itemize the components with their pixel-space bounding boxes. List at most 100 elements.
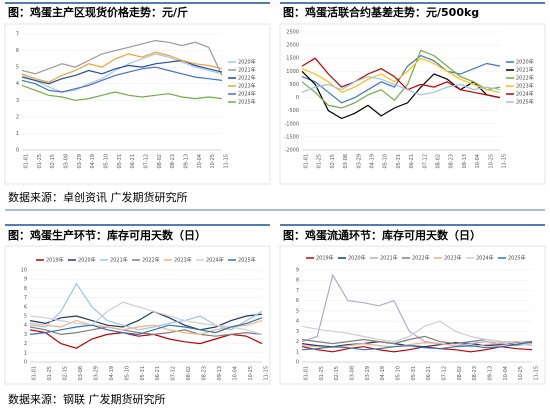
x-tick-label: 09-13 <box>488 366 494 381</box>
y-tick-label: 5 <box>296 308 299 314</box>
legend-label: 2019年 <box>46 257 64 264</box>
x-tick-label: 05-10 <box>383 154 389 169</box>
x-tick-label: 04-19 <box>109 366 115 381</box>
y-tick-label: 4 <box>296 319 299 325</box>
series-line <box>301 49 501 109</box>
x-tick-label: 07-12 <box>442 366 448 381</box>
y-tick-label: 1000 <box>286 69 299 75</box>
series-line <box>29 282 263 331</box>
x-tick-label: 05-31 <box>117 154 123 169</box>
series-line <box>21 53 223 93</box>
legend-label: 2024年 <box>238 91 256 98</box>
x-tick-label: 11-15 <box>224 154 230 169</box>
x-tick-label: 08-23 <box>472 366 478 381</box>
legend-label: 2024年 <box>516 91 534 98</box>
legend-label: 2025年 <box>508 255 526 262</box>
legend-label: 2021年 <box>380 255 398 262</box>
x-tick-label: 09-13 <box>184 154 190 169</box>
panel <box>4 245 271 385</box>
y-tick-label: 4 <box>16 81 19 87</box>
series-line <box>29 317 263 336</box>
series-line <box>301 75 501 96</box>
x-tick-label: 10-25 <box>210 154 216 169</box>
y-tick-label: 6 <box>296 298 299 304</box>
x-tick-label: 03-29 <box>356 154 362 169</box>
series-line <box>21 59 223 85</box>
panel <box>279 245 546 385</box>
x-tick-label: 01-01 <box>24 154 30 169</box>
x-tick-label: 10-04 <box>503 366 509 381</box>
x-tick-label: 05-10 <box>124 366 130 381</box>
series-line <box>21 66 223 93</box>
y-tick-label: 3 <box>16 98 19 104</box>
x-tick-label: 01-25 <box>319 366 325 381</box>
x-tick-label: 04-19 <box>370 154 376 169</box>
y-tick-label: 5 <box>16 65 19 71</box>
x-tick-label: 06-21 <box>130 154 136 169</box>
y-tick-label: 8 <box>296 278 299 284</box>
x-tick-label: 01-25 <box>37 154 43 169</box>
y-tick-label: -1500 <box>284 134 299 140</box>
y-tick-label: 1500 <box>286 56 299 62</box>
y-tick-label: 5 <box>24 314 27 320</box>
series-line <box>21 39 223 76</box>
x-tick-label: 01-01 <box>304 366 310 381</box>
x-tick-label: 07-12 <box>171 366 177 381</box>
series-line <box>21 51 223 83</box>
y-tick-label: 0 <box>16 148 19 154</box>
x-tick-label: 11-15 <box>502 154 508 169</box>
x-tick-label: 03-29 <box>77 154 83 169</box>
y-tick-label: 6 <box>24 304 27 310</box>
y-tick-label: -1000 <box>284 121 299 127</box>
y-tick-label: 3 <box>296 329 299 335</box>
legend-label: 2021年 <box>110 257 128 264</box>
series-line <box>29 319 263 336</box>
y-tick-label: 4 <box>24 323 27 329</box>
y-tick-label: 2 <box>24 341 27 347</box>
y-tick-label: 7 <box>16 32 19 38</box>
y-tick-label: 500 <box>289 82 299 88</box>
y-tick-label: 0 <box>296 95 299 101</box>
y-tick-label: 6 <box>16 48 19 54</box>
legend-label: 2025年 <box>238 99 256 106</box>
legend-label: 2020年 <box>348 255 366 262</box>
x-tick-label: 03-08 <box>350 366 356 381</box>
x-tick-label: 08-02 <box>157 154 163 169</box>
x-tick-label: 08-23 <box>449 154 455 169</box>
x-tick-label: 08-23 <box>202 366 208 381</box>
x-tick-label: 10-04 <box>475 154 481 169</box>
x-tick-label: 03-08 <box>343 154 349 169</box>
x-tick-label: 02-15 <box>330 154 336 169</box>
series-line <box>301 273 533 347</box>
series-line <box>29 326 263 337</box>
y-tick-label: 7 <box>296 288 299 294</box>
y-tick-label: 3 <box>24 332 27 338</box>
x-tick-label: 03-08 <box>64 154 70 169</box>
x-tick-label: 08-02 <box>436 154 442 169</box>
legend-label: 2025年 <box>516 99 534 106</box>
y-tick-label: 1 <box>24 350 27 356</box>
y-tick-label: 8 <box>24 286 27 292</box>
series-line <box>29 310 263 331</box>
chart-title: 图：鸡蛋生产环节：库存可用天数（日） <box>8 228 206 242</box>
x-tick-label: 07-12 <box>422 154 428 169</box>
x-tick-label: 10-25 <box>518 366 524 381</box>
x-tick-label: 01-25 <box>317 154 323 169</box>
x-tick-label: 04-19 <box>90 154 96 169</box>
legend-label: 2022年 <box>142 257 160 264</box>
legend-label: 2019年 <box>316 255 334 262</box>
series-line <box>29 329 263 349</box>
chart-title: 图：鸡蛋主产区现货价格走势：元/斤 <box>8 5 188 19</box>
x-tick-label: 01-01 <box>304 154 310 169</box>
source-note: 数据来源：卓创资讯 广发期货研究所 <box>8 190 188 204</box>
series-line <box>21 84 223 101</box>
y-tick-label: 0 <box>296 360 299 366</box>
x-tick-label: 03-29 <box>93 366 99 381</box>
legend-label: 2024年 <box>476 255 494 262</box>
x-tick-label: 08-02 <box>186 366 192 381</box>
legend-label: 2020年 <box>238 59 256 66</box>
x-tick-label: 08-02 <box>457 366 463 381</box>
y-tick-label: 2500 <box>286 30 299 36</box>
